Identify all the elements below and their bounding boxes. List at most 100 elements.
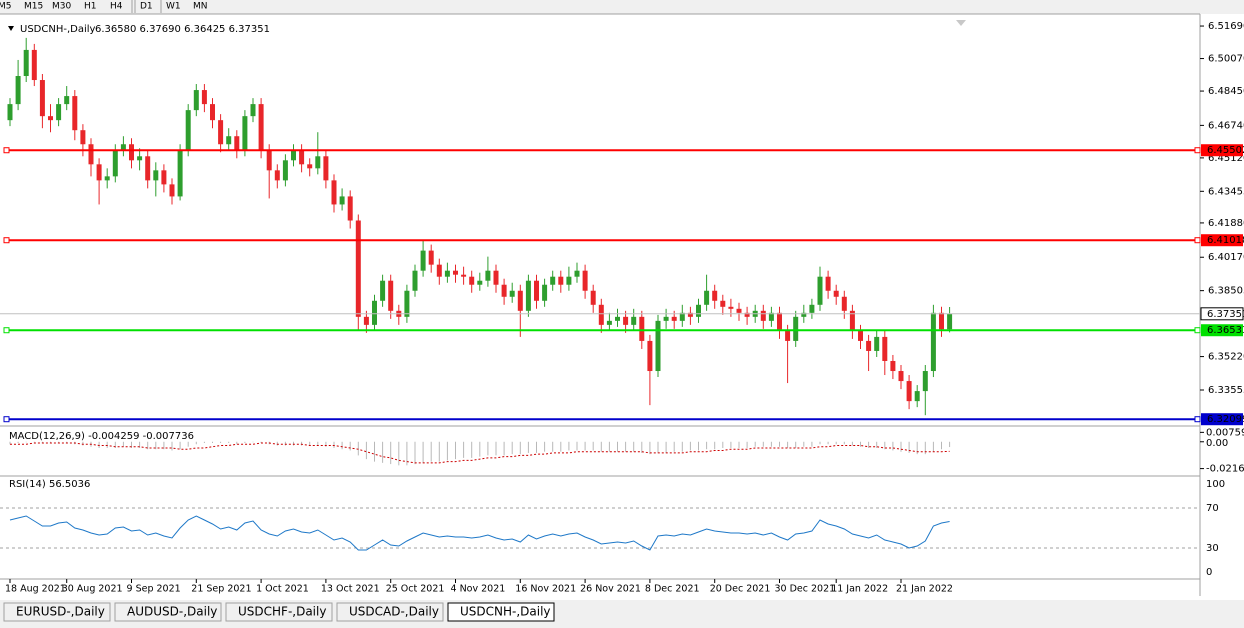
level-handle <box>3 237 10 244</box>
candle-body <box>825 276 831 291</box>
candle-body <box>914 391 920 402</box>
candle-body <box>906 381 912 402</box>
candle-body <box>331 180 337 205</box>
candle-body <box>436 264 442 277</box>
candle-body <box>590 290 596 305</box>
tab[interactable] <box>447 602 555 622</box>
candle-body <box>493 270 499 285</box>
candle-body <box>704 290 710 305</box>
y-tick-label: 6.40170 <box>1208 252 1244 263</box>
tab-label[interactable]: USDCNH-,Daily <box>460 605 551 619</box>
candle-body <box>177 150 183 197</box>
y-tick-label: 6.43455 <box>1208 186 1244 197</box>
candle-body <box>469 276 475 285</box>
candle-body <box>517 290 523 311</box>
y-tick-label: 6.46740 <box>1208 120 1244 131</box>
level-label-box <box>1201 144 1243 157</box>
candle-body <box>542 284 548 301</box>
timeframe-button[interactable]: D1 <box>140 2 153 12</box>
tab[interactable] <box>114 602 222 622</box>
candle-body <box>760 310 766 321</box>
macd-label: MACD(12,26,9) -0.004259 -0.007736 <box>9 431 194 442</box>
candle-body <box>817 276 823 305</box>
candle-body <box>890 360 896 372</box>
tab[interactable] <box>3 602 111 622</box>
candle-body <box>31 49 37 81</box>
tab-label[interactable]: EURUSD-,Daily <box>16 605 105 619</box>
candle-body <box>639 316 645 341</box>
candle-body <box>598 304 604 325</box>
candle-body <box>582 270 588 291</box>
candle-body <box>48 116 53 121</box>
candle-body <box>768 312 774 321</box>
timeframe-button[interactable]: H4 <box>110 2 123 12</box>
timeframe-button[interactable]: MN <box>193 2 208 12</box>
candle-body <box>372 300 377 325</box>
y-tick-label: 6.41880 <box>1208 218 1244 229</box>
timeframe-button[interactable]: H1 <box>84 2 97 12</box>
candle-body <box>849 310 855 331</box>
candle-body <box>153 170 159 181</box>
level-handle <box>1194 416 1201 423</box>
candle-body <box>623 316 629 325</box>
tab[interactable] <box>336 602 444 622</box>
candle-body <box>566 276 572 285</box>
rsi-line <box>9 515 950 551</box>
candle-body <box>250 104 256 117</box>
candle-body <box>574 270 580 277</box>
candle-body <box>258 104 264 151</box>
y-tick-label: 6.51690 <box>1208 21 1244 32</box>
candle-body <box>736 308 742 313</box>
x-tick-label: 26 Nov 2021 <box>580 584 641 595</box>
candle-body <box>550 276 556 285</box>
level-handle <box>3 147 10 154</box>
candle-body <box>193 90 199 111</box>
candle-body <box>266 150 272 171</box>
header-arrow <box>8 26 14 31</box>
candle-body <box>64 96 70 105</box>
timeframe-button[interactable]: W1 <box>166 2 181 12</box>
tab-label[interactable]: USDCAD-,Daily <box>349 605 439 619</box>
chart-quote: 6.36580 6.37690 6.36425 6.37351 <box>95 24 270 35</box>
x-tick-label: 30 Aug 2021 <box>62 584 123 595</box>
candle-body <box>234 136 240 151</box>
timeframe-button[interactable]: M15 <box>24 2 43 12</box>
candle-body <box>663 316 669 321</box>
level-handle <box>1194 327 1201 334</box>
candle-body <box>56 104 62 121</box>
tab-label[interactable]: USDCHF-,Daily <box>238 605 326 619</box>
tab[interactable] <box>225 602 333 622</box>
level-label-box <box>1201 413 1243 426</box>
tab-label[interactable]: AUDUSD-,Daily <box>127 605 217 619</box>
level-label-box <box>1201 324 1243 337</box>
candle-body <box>120 144 126 151</box>
level-handle <box>1194 237 1201 244</box>
candle-body <box>23 49 29 77</box>
candle-body <box>226 136 232 145</box>
candle-body <box>323 156 329 181</box>
candle-body <box>922 371 928 392</box>
y-tick-label: 6.48450 <box>1208 86 1244 97</box>
candle-body <box>88 144 94 165</box>
candle-body <box>461 274 467 277</box>
candle-body <box>841 296 847 311</box>
candle-body <box>291 150 296 161</box>
candle-body <box>485 270 491 281</box>
y-tick-label: 6.50070 <box>1208 54 1244 65</box>
candle-body <box>80 130 86 145</box>
candle-body <box>420 250 426 271</box>
candle-body <box>744 312 750 317</box>
x-tick-label: 9 Sep 2021 <box>127 584 181 595</box>
chart-title: USDCNH-,Daily <box>20 24 96 35</box>
timeframe-button[interactable]: M5 <box>0 2 12 12</box>
candle-body <box>169 184 175 197</box>
candle-body <box>687 312 693 317</box>
candle-body <box>809 304 815 313</box>
x-tick-label: 13 Oct 2021 <box>321 584 380 595</box>
y-tick-label: 70 <box>1206 503 1219 514</box>
x-tick-label: 8 Dec 2021 <box>645 584 700 595</box>
x-tick-label: 11 Jan 2022 <box>831 584 888 595</box>
timeframe-button[interactable]: M30 <box>52 2 71 12</box>
candle-body <box>129 144 134 161</box>
